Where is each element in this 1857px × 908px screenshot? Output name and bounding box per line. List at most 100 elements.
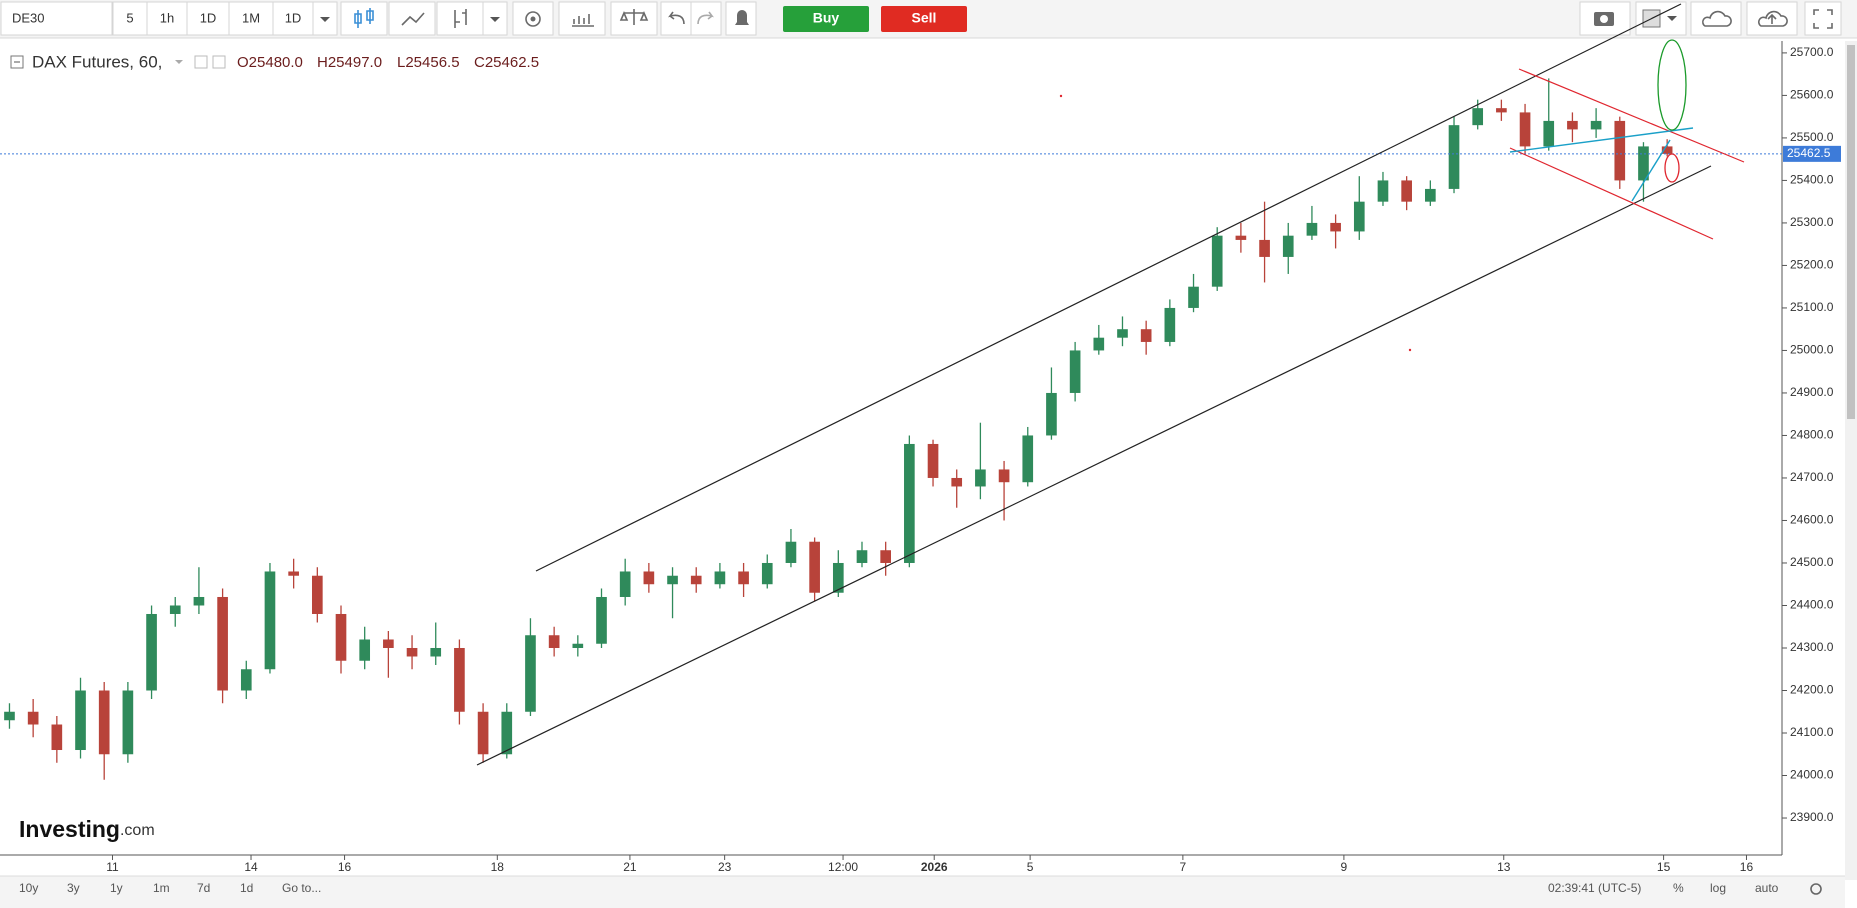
range-button[interactable]: 3y — [67, 881, 80, 895]
candle-body — [1472, 108, 1484, 126]
candle-body — [501, 711, 513, 755]
candle-body — [619, 571, 631, 597]
y-tick-label: 25200.0 — [1790, 258, 1834, 272]
candle-body — [880, 550, 891, 563]
candle-body — [477, 711, 489, 755]
candle-body — [1330, 222, 1341, 232]
y-tick-label: 25300.0 — [1790, 215, 1834, 229]
scale-option[interactable]: log — [1710, 881, 1726, 895]
y-tick-label: 24100.0 — [1790, 725, 1834, 739]
candle-body — [596, 596, 607, 644]
y-tick-label: 24500.0 — [1790, 555, 1834, 569]
y-tick-label: 24200.0 — [1790, 683, 1834, 697]
interval-label: 1M — [242, 10, 260, 25]
last-price-label: 25462.5 — [1787, 146, 1831, 160]
ohlc-value: L25456.5 — [397, 54, 460, 71]
candle-body — [146, 613, 157, 691]
candle-body — [430, 647, 442, 657]
candle-body — [27, 711, 39, 725]
candle-body — [1282, 235, 1294, 257]
sell-button[interactable] — [881, 6, 967, 32]
red-channel-upper — [1518, 68, 1745, 163]
y-tick-label: 24700.0 — [1790, 470, 1834, 484]
interval-button[interactable] — [272, 1, 314, 36]
candle-body — [122, 690, 134, 755]
x-tick-label: 2026 — [921, 860, 948, 874]
symbol-input[interactable] — [0, 1, 113, 36]
candle-body — [525, 635, 536, 712]
x-tick-label: 16 — [1740, 860, 1754, 874]
blue-line — [1631, 139, 1671, 202]
red-channel-lower — [1509, 147, 1714, 240]
y-tick-label: 25500.0 — [1790, 130, 1834, 144]
ohlc-value: O25480.0 — [237, 54, 303, 71]
candle-body — [975, 469, 986, 487]
candle-body — [1425, 188, 1436, 202]
symbol: DE30 — [12, 10, 45, 25]
range-button[interactable]: 7d — [197, 881, 210, 895]
interval-label: 1D — [200, 10, 217, 25]
scrollbar-thumb[interactable] — [1847, 45, 1855, 419]
clock: 02:39:41 (UTC-5) — [1548, 881, 1641, 895]
candle-body — [1661, 146, 1673, 154]
range-button[interactable]: 1d — [240, 881, 253, 895]
candle-body — [75, 690, 86, 751]
scale-option[interactable]: % — [1673, 881, 1684, 895]
interval-button[interactable] — [112, 1, 148, 36]
y-tick-label: 24000.0 — [1790, 768, 1834, 782]
candle-body — [288, 571, 299, 576]
candle-body — [1567, 120, 1578, 130]
y-tick-label: 24900.0 — [1790, 385, 1834, 399]
candle-body — [383, 639, 394, 648]
chart-title: DAX Futures, 60, — [32, 52, 162, 71]
settings-icon[interactable] — [1810, 883, 1822, 895]
y-tick-label: 25600.0 — [1790, 88, 1834, 102]
candle-body — [785, 541, 797, 563]
candle-body — [193, 596, 205, 606]
candle-body — [217, 596, 228, 691]
logo-suffix: .com — [120, 822, 155, 839]
candle-body — [904, 443, 915, 563]
ohlc-value: H25497.0 — [317, 54, 382, 71]
y-tick-label: 25000.0 — [1790, 343, 1834, 357]
x-tick-label: 16 — [338, 860, 352, 874]
candles-button[interactable] — [340, 1, 388, 36]
range-button[interactable]: 1y — [110, 881, 123, 895]
candle-body — [998, 469, 1010, 483]
interval-label: 5 — [126, 10, 133, 25]
range-button[interactable]: 1m — [153, 881, 170, 895]
y-tick-label: 25700.0 — [1790, 45, 1834, 59]
x-tick-label: 14 — [244, 860, 258, 874]
y-tick-label: 25100.0 — [1790, 300, 1834, 314]
candle-body — [738, 571, 749, 585]
scale-option[interactable]: auto — [1755, 881, 1779, 895]
candle-body — [548, 635, 560, 648]
candle-body — [690, 575, 702, 585]
redo-button[interactable] — [690, 1, 722, 36]
undo-button[interactable] — [660, 1, 692, 36]
interval-button[interactable] — [146, 1, 188, 36]
candle-body — [927, 443, 939, 478]
candle-body — [240, 669, 252, 691]
x-tick-label: 11 — [106, 860, 119, 874]
last-price-box — [1783, 145, 1841, 162]
buy-button[interactable] — [783, 6, 869, 32]
candle-body — [335, 613, 347, 661]
drawings — [476, 3, 1745, 766]
green-ellipse — [1657, 39, 1687, 131]
range-button[interactable]: 10y — [19, 881, 38, 895]
red-ellipse — [1664, 153, 1680, 183]
indicators-button[interactable] — [558, 1, 606, 36]
candle-body — [51, 724, 63, 751]
candle-body — [1614, 120, 1626, 181]
fullscreen-button[interactable] — [1804, 1, 1842, 36]
bars-button[interactable] — [436, 1, 484, 36]
dropdown-arrow — [320, 17, 330, 22]
x-tick-label: 18 — [491, 860, 505, 874]
range-button[interactable]: Go to... — [282, 881, 321, 895]
interval-button[interactable] — [186, 1, 230, 36]
load-button[interactable] — [1690, 1, 1742, 36]
candle-body — [1235, 235, 1247, 240]
